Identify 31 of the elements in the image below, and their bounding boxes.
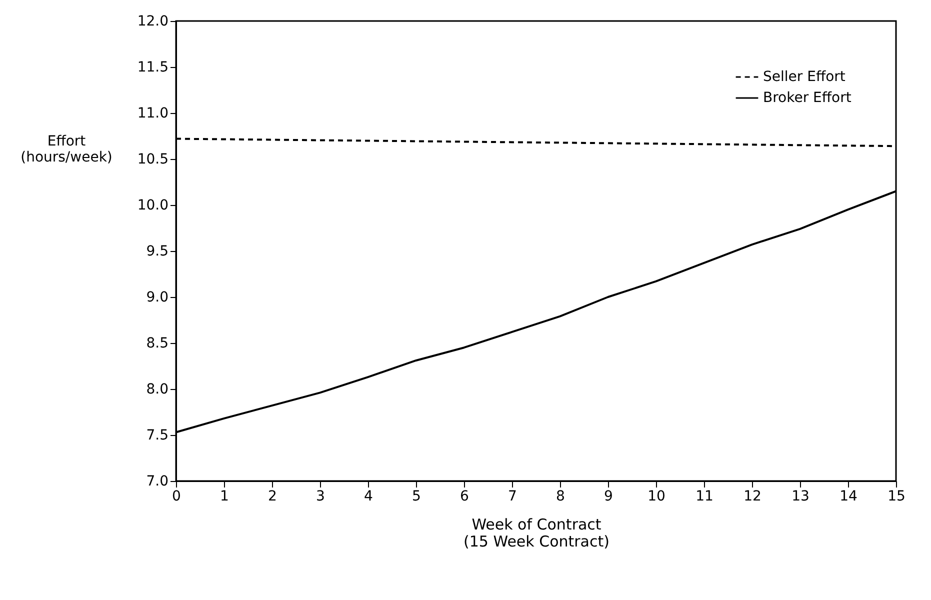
x-tick-label: 11 xyxy=(696,488,714,504)
x-tick-label: 4 xyxy=(364,488,374,504)
legend-label: Seller Effort xyxy=(763,69,846,85)
x-axis-title: Week of Contract (15 Week Contract) xyxy=(464,516,610,550)
x-tick-label: 2 xyxy=(268,488,277,504)
x-tick-label: 1 xyxy=(220,488,229,504)
y-tick-label: 10.5 xyxy=(137,152,168,168)
y-tick-label: 7.0 xyxy=(146,474,168,490)
x-tick-label: 8 xyxy=(556,488,565,504)
y-tick-label: 8.0 xyxy=(146,382,168,398)
y-tick-label: 10.0 xyxy=(137,198,168,214)
y-tick-label: 7.5 xyxy=(146,428,168,444)
x-tick-label: 5 xyxy=(412,488,421,504)
x-tick-label: 14 xyxy=(840,488,858,504)
y-axis-title: Effort (hours/week) xyxy=(20,134,112,166)
y-tick-label: 12.0 xyxy=(137,14,168,30)
x-tick-label: 12 xyxy=(744,488,762,504)
x-tick-label: 0 xyxy=(172,488,181,504)
x-tick-label: 9 xyxy=(604,488,613,504)
x-tick-label: 3 xyxy=(316,488,325,504)
x-tick-label: 13 xyxy=(792,488,810,504)
y-tick-label: 11.5 xyxy=(137,60,168,76)
x-tick-label: 15 xyxy=(888,488,906,504)
legend-label: Broker Effort xyxy=(763,90,852,106)
x-tick-label: 6 xyxy=(460,488,470,504)
y-tick-label: 8.5 xyxy=(146,336,168,352)
x-tick-label: 7 xyxy=(508,488,517,504)
x-tick-label: 10 xyxy=(648,488,666,504)
y-tick-label: 9.0 xyxy=(146,290,168,306)
y-tick-label: 11.0 xyxy=(137,106,168,122)
y-tick-label: 9.5 xyxy=(146,244,168,260)
